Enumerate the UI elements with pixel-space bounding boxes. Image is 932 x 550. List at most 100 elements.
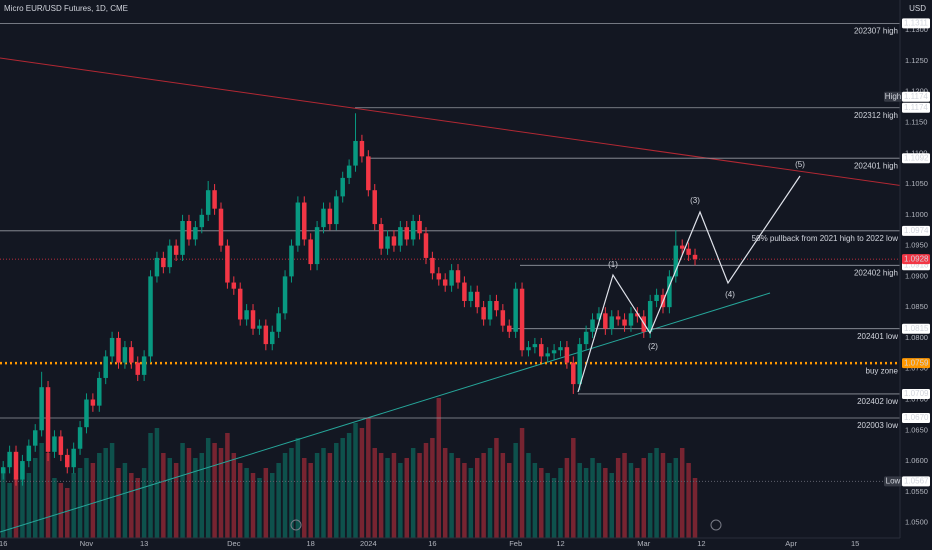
candle-body xyxy=(334,196,339,225)
level-tag xyxy=(902,225,930,236)
marker-value: 1.0567 xyxy=(904,476,929,485)
candle-body xyxy=(276,313,281,332)
volume-bar xyxy=(455,458,461,538)
volume-bar xyxy=(462,463,467,538)
volume-bar xyxy=(564,458,570,538)
y-tick-label: 1.1100 xyxy=(905,148,927,157)
volume-bar xyxy=(58,483,64,538)
volume-bar xyxy=(385,458,390,538)
volume-bar xyxy=(282,453,288,538)
volume-bar xyxy=(180,443,185,538)
candle-body xyxy=(539,344,544,357)
candle-body xyxy=(289,245,294,277)
candle-body xyxy=(135,362,140,375)
candle-body xyxy=(186,220,192,240)
candle-body xyxy=(391,236,397,246)
event-icon[interactable] xyxy=(290,519,302,531)
candle-body xyxy=(84,399,89,428)
wave-label: (5) xyxy=(795,160,805,169)
volume-bar xyxy=(276,463,281,538)
volume-bar xyxy=(577,463,582,538)
volume-bar xyxy=(231,453,237,538)
candle-body xyxy=(77,427,83,449)
candle-body xyxy=(0,467,6,474)
volume-bar xyxy=(410,448,416,538)
volume-bar xyxy=(539,468,544,538)
volume-bar xyxy=(359,428,365,538)
candle-body xyxy=(385,236,390,249)
candle-body xyxy=(577,344,582,385)
level-tag xyxy=(902,358,930,369)
candle-body xyxy=(359,140,365,157)
volume-bar xyxy=(244,468,249,538)
volume-bar xyxy=(487,448,493,538)
volume-bar xyxy=(654,448,659,538)
candle-body xyxy=(148,276,153,357)
level-label: 202401 low xyxy=(857,332,898,341)
candle-body xyxy=(417,220,422,234)
volume-bar xyxy=(302,458,307,538)
level-tag-value: 1.0918 xyxy=(904,260,929,269)
candle-body xyxy=(564,347,570,363)
candle-body xyxy=(20,461,25,480)
volume-bar xyxy=(257,478,262,538)
level-label: 202307 high xyxy=(854,27,898,36)
volume-bar xyxy=(679,448,685,538)
y-tick-label: 1.0950 xyxy=(905,241,928,250)
candle-body xyxy=(218,208,224,246)
levels-layer: 202307 high 202312 high 202401 high 50% pul… xyxy=(0,22,900,482)
volume-bar xyxy=(628,463,634,538)
candle-body xyxy=(26,445,32,462)
candle-body xyxy=(103,356,108,378)
event-icon[interactable] xyxy=(710,519,722,531)
candle-body xyxy=(430,257,435,274)
candle-body xyxy=(340,177,345,197)
volume-bar xyxy=(193,458,198,538)
candle-body xyxy=(225,245,230,283)
price-tags: 1.1311 1.1174 1.1092 1.0974 1.0918 1.0815 1.07… xyxy=(884,18,930,487)
volume-bar xyxy=(314,453,320,538)
candle-body xyxy=(507,325,512,332)
x-tick-label: 15 xyxy=(851,539,859,548)
marker-label-box xyxy=(884,91,902,102)
candle-body xyxy=(596,313,602,320)
candle-body xyxy=(366,156,371,191)
candle-body xyxy=(673,245,679,277)
candle-body xyxy=(154,257,160,277)
candle-body xyxy=(513,288,518,332)
level-label: 202003 low xyxy=(857,421,898,430)
volume-bar xyxy=(225,433,230,538)
level-tag xyxy=(902,153,930,164)
volume-bar xyxy=(13,478,19,538)
x-tick-label: Apr xyxy=(785,539,797,548)
volume-bar xyxy=(494,438,499,538)
candle-body xyxy=(558,347,563,351)
candle-body xyxy=(58,436,64,455)
volume-bar xyxy=(583,468,589,538)
y-tick-label: 1.1250 xyxy=(905,56,928,65)
candle-body xyxy=(116,337,121,363)
candle-body xyxy=(321,208,326,228)
level-tag-value: 1.0709 xyxy=(904,389,929,398)
volume-bar xyxy=(519,428,525,538)
volume-bar xyxy=(398,463,403,538)
wave-label: (4) xyxy=(725,290,735,299)
volume-bar xyxy=(45,453,51,538)
axis-layer: 1.0500 1.0550 1.0600 1.0650 1.0700 1.0750 1.08… xyxy=(0,25,928,548)
candle-body xyxy=(468,291,474,302)
volume-bar xyxy=(173,463,179,538)
candle-body xyxy=(199,214,205,228)
volume-bar xyxy=(366,418,371,538)
candle-body xyxy=(519,288,525,351)
candle-body xyxy=(353,140,358,166)
candle-body xyxy=(32,430,38,446)
volume-bar xyxy=(660,453,666,538)
volume-bar xyxy=(90,463,96,538)
volume-bar xyxy=(474,458,480,538)
y-tick-label: 1.0700 xyxy=(905,394,928,403)
volume-bar xyxy=(532,463,538,538)
candle-body xyxy=(90,399,96,406)
x-tick-label: 18 xyxy=(307,539,315,548)
price-axis xyxy=(900,0,932,550)
